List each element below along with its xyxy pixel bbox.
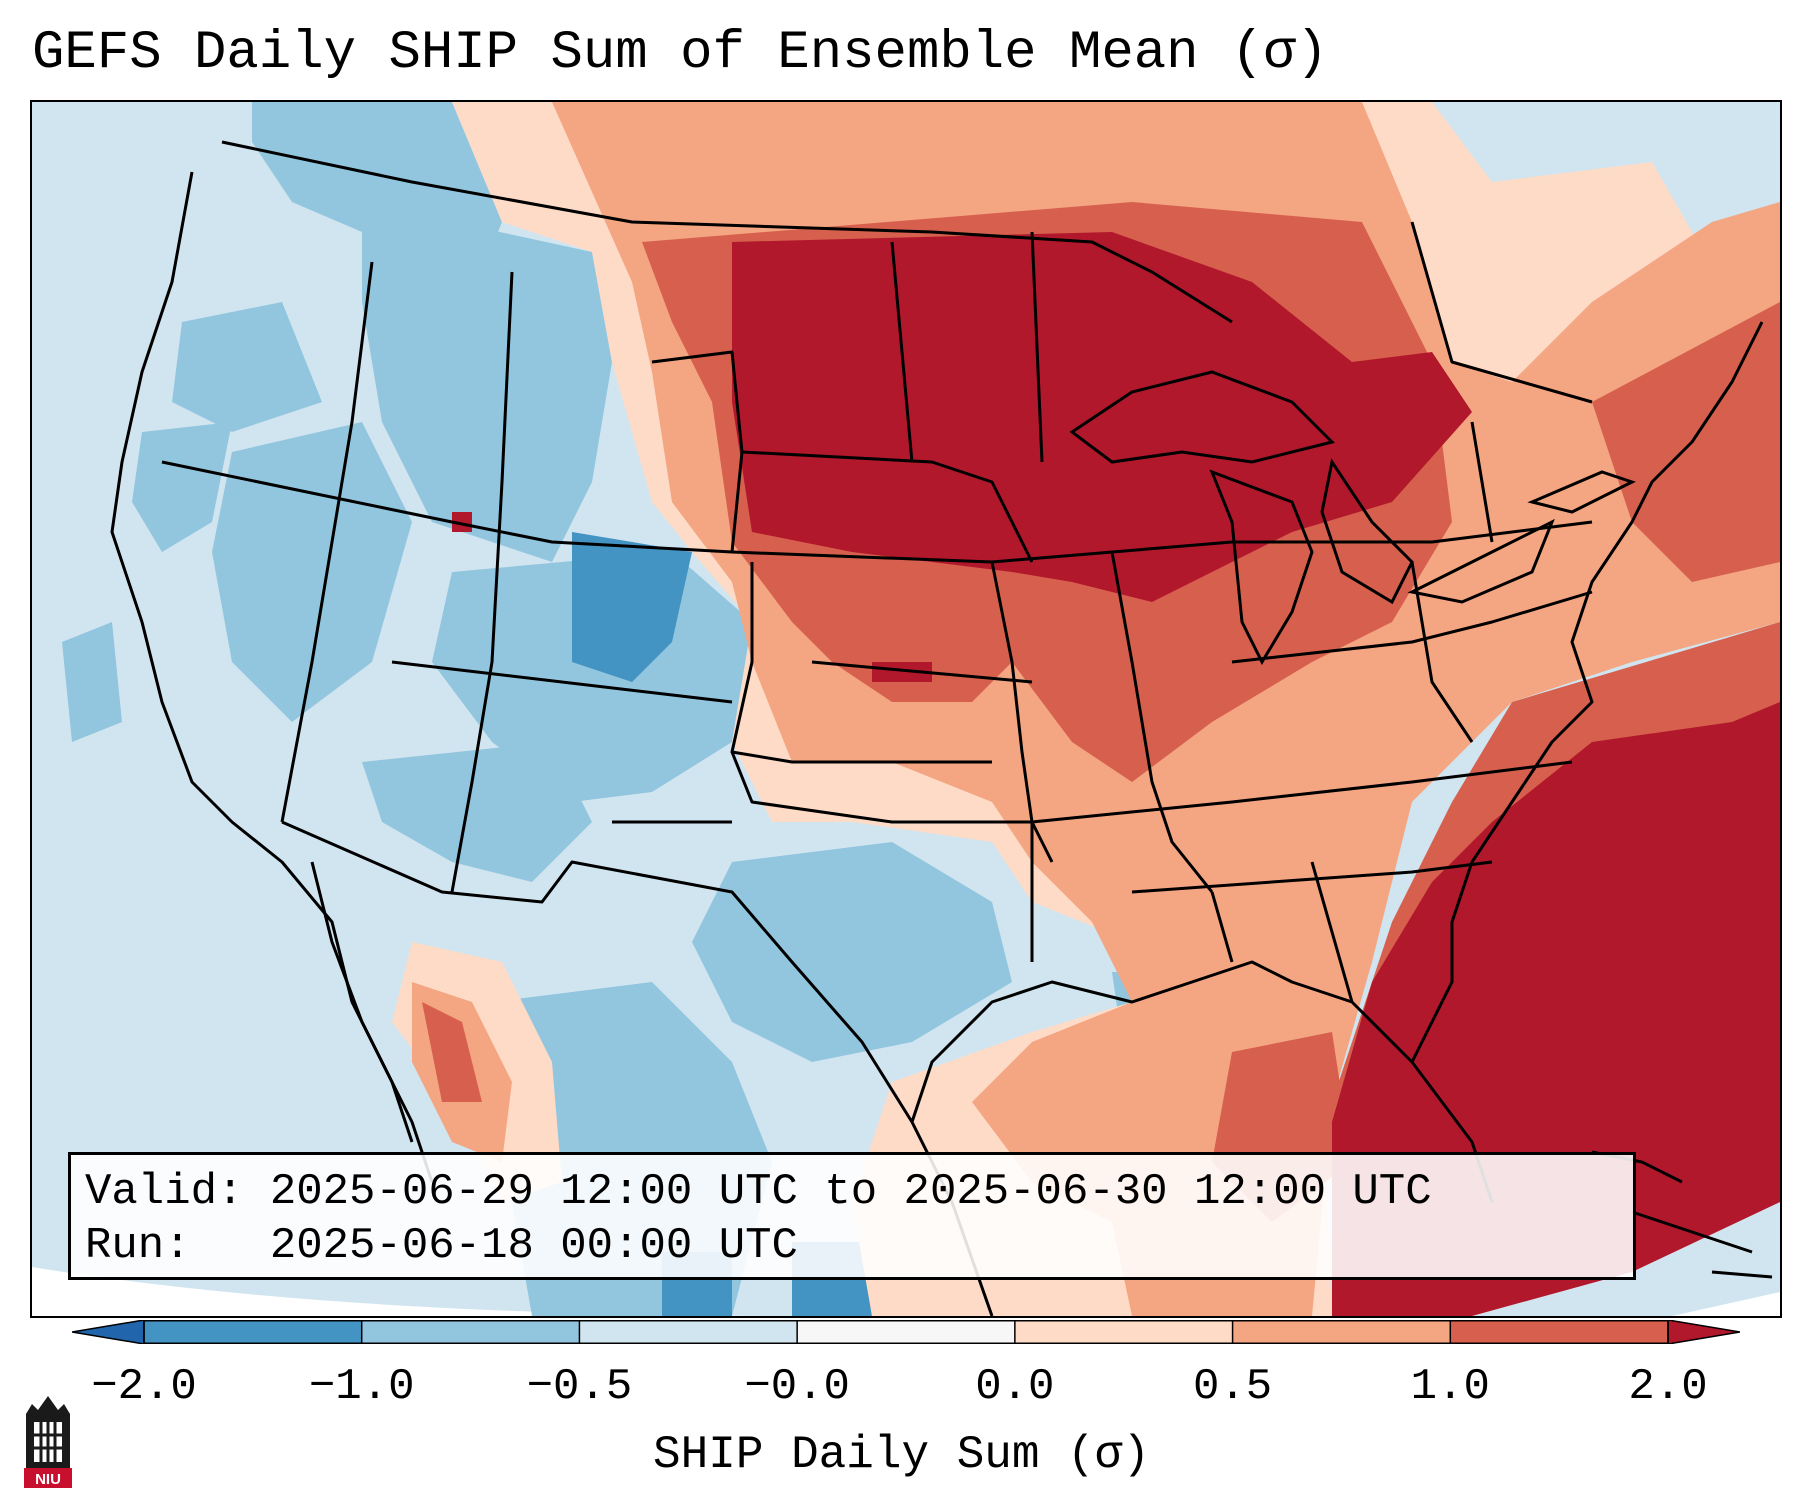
- projection-edge: [32, 1267, 792, 1316]
- colorbar-segment: [1232, 1320, 1451, 1344]
- colorbar-segment: [797, 1320, 1016, 1344]
- colorbar-tick-label: 1.0: [1410, 1362, 1490, 1412]
- map-panel: [30, 100, 1782, 1318]
- niu-logo: NIU: [20, 1392, 76, 1493]
- colorbar-tick-label: −0.5: [526, 1362, 633, 1412]
- colorbar-segment: [1014, 1320, 1234, 1344]
- colorbar-segment: [361, 1320, 580, 1344]
- valid-run-info-box: Valid: 2025-06-29 12:00 UTC to 2025-06-3…: [68, 1152, 1636, 1280]
- state-boundaries: [110, 140, 1764, 1316]
- colorbar-extend-low: [72, 1320, 145, 1344]
- colorbar-graphic: [72, 1320, 1740, 1344]
- valid-time-text: Valid: 2025-06-29 12:00 UTC to 2025-06-3…: [85, 1167, 1432, 1217]
- colorbar-extend-high: [1667, 1320, 1740, 1344]
- projection-edge-right: [1672, 1292, 1780, 1316]
- colorbar-tick-label: −2.0: [91, 1362, 197, 1412]
- colorbar-label: SHIP Daily Sum (σ): [653, 1429, 1150, 1481]
- positive-anomaly-regions: [392, 102, 1780, 1316]
- run-time-text: Run: 2025-06-18 00:00 UTC: [85, 1221, 798, 1271]
- colorbar-tick-label: 0.0: [975, 1362, 1055, 1412]
- colorbar-segment: [144, 1320, 363, 1344]
- colorbar-segment: [1450, 1320, 1669, 1344]
- great-lakes: [1069, 370, 1636, 666]
- colorbar-tick-label: −1.0: [308, 1362, 415, 1412]
- colorbar: [72, 1320, 1740, 1344]
- niu-tower-icon: NIU: [24, 1396, 72, 1488]
- colorbar-segment: [579, 1320, 798, 1344]
- colorbar-tick-label: 2.0: [1628, 1362, 1708, 1412]
- colorbar-tick-label: 0.5: [1192, 1362, 1273, 1412]
- colorbar-tick-label: −0.0: [744, 1362, 850, 1412]
- niu-logo-text: NIU: [35, 1471, 61, 1488]
- ship-anomaly-map: [32, 102, 1780, 1316]
- map-title: GEFS Daily SHIP Sum of Ensemble Mean (σ): [32, 23, 1329, 84]
